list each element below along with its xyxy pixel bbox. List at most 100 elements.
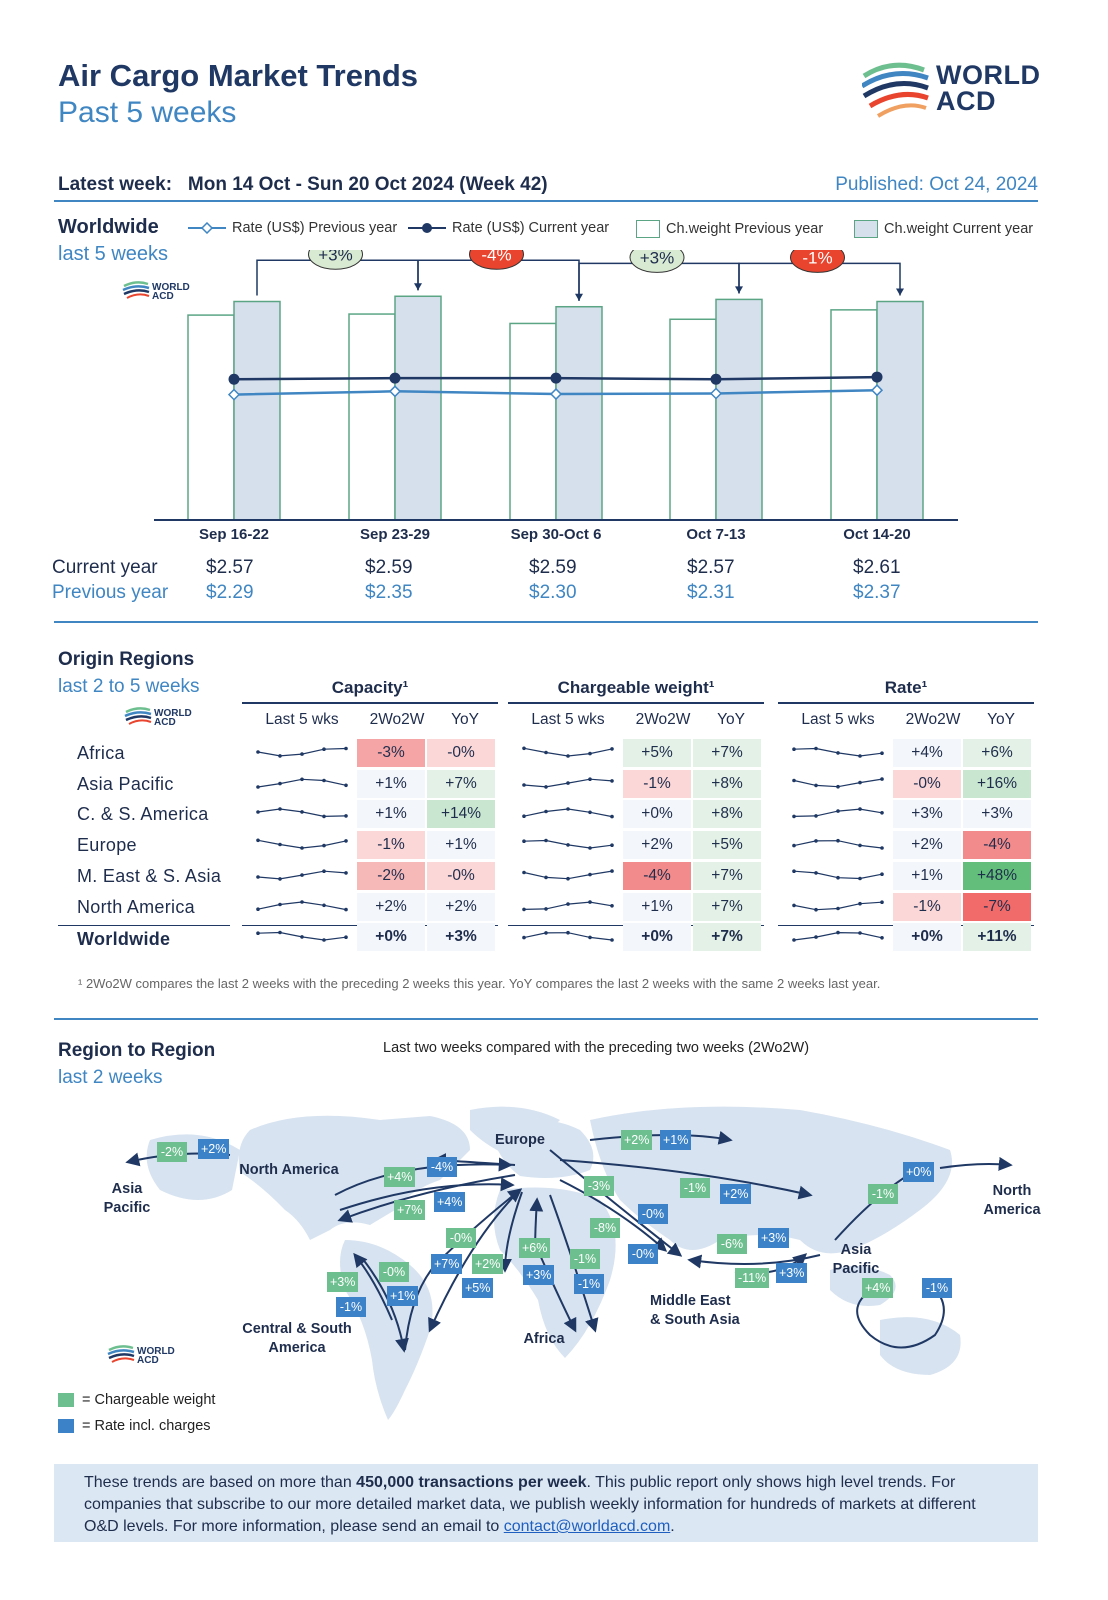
region-title: Region to Region — [58, 1040, 216, 1061]
footer-text-c: . — [670, 1518, 675, 1535]
legend-rate-curr: Rate (US$) Current year — [408, 220, 609, 236]
sparkline — [522, 838, 614, 850]
tag-rate: +0% — [903, 1162, 935, 1182]
rate-current-value: $2.59 — [529, 557, 577, 578]
tag-cw: +2% — [472, 1254, 504, 1274]
change-badge — [629, 250, 685, 273]
bar-chweight-prev — [830, 309, 878, 521]
sparkline — [256, 746, 348, 758]
x-tick-label: Sep 23-29 — [359, 526, 431, 543]
tag-rate: -1% — [336, 1297, 366, 1317]
tag-cw: +7% — [394, 1200, 426, 1220]
cell-cw-yoy: +7% — [693, 861, 761, 890]
tag-rate: +3% — [776, 1263, 808, 1283]
tag-cw: +4% — [862, 1278, 894, 1298]
subhead-0: Last 5 wks — [265, 711, 339, 728]
sparkline — [522, 899, 614, 911]
legend-cw-prev-label: Ch.weight Previous year — [666, 221, 824, 237]
tag-rate: +2% — [720, 1184, 752, 1204]
tag-rate: +1% — [660, 1130, 692, 1150]
rate-curr-point — [550, 372, 562, 384]
rate-header: Rate¹ — [884, 678, 928, 697]
logo-text-acd: ACD — [936, 86, 996, 116]
cell-cw-2wo2w: -1% — [623, 769, 691, 798]
cell-rate-yoy: -4% — [963, 831, 1031, 860]
capacity-header: Capacity¹ — [331, 678, 409, 697]
sparkline — [522, 807, 614, 819]
worldwide-chart: WORLD ACD +3% -4% +3% -1% — [122, 250, 958, 521]
region-name: Worldwide — [77, 929, 171, 950]
legend-cw-curr-label: Ch.weight Current year — [884, 221, 1034, 237]
region-name: Asia Pacific — [77, 773, 174, 794]
sparkline — [792, 838, 884, 850]
sparkline — [256, 777, 348, 789]
page-subtitle: Past 5 weeks — [58, 96, 237, 129]
tag-cw: -8% — [590, 1218, 620, 1238]
cell-cap-yoy: +1% — [427, 831, 495, 860]
region-name: M. East & S. Asia — [77, 865, 222, 886]
cell-rate-yoy: -7% — [963, 892, 1031, 921]
region-name: C. & S. America — [77, 804, 209, 825]
published-date: Published: Oct 24, 2024 — [835, 174, 1038, 195]
cell-rate-yoy: +48% — [963, 861, 1031, 890]
rate-prev-point — [870, 384, 884, 397]
subhead-2: YoY — [717, 711, 745, 728]
worldwide-title: Worldwide — [58, 216, 159, 238]
rate-current-value: $2.57 — [206, 557, 254, 578]
cell-cw-2wo2w: +2% — [623, 831, 691, 860]
rate-prev-point — [227, 388, 241, 401]
rate-previous-value: $2.31 — [687, 582, 735, 603]
tag-rate: +4% — [434, 1192, 466, 1212]
subhead-1: 2Wo2W — [905, 711, 961, 728]
cell-cw-yoy: +7% — [693, 923, 761, 952]
cell-cap-yoy: -0% — [427, 739, 495, 767]
change-badge-label: -1% — [802, 250, 832, 267]
current-year-label: Current year — [52, 557, 158, 578]
x-tick-label: Oct 7-13 — [686, 526, 746, 543]
rate-current-value: $2.59 — [365, 557, 413, 578]
cell-rate-2wo2w: +2% — [893, 831, 961, 860]
rate-curr-point — [389, 372, 401, 384]
cell-rate-2wo2w: -1% — [893, 892, 961, 921]
tag-cw: -1% — [680, 1178, 710, 1198]
divider — [54, 621, 1038, 623]
tag-rate: -0% — [638, 1204, 668, 1224]
tag-cw: -11% — [735, 1268, 770, 1288]
tag-cw: +3% — [327, 1272, 359, 1292]
change-badge — [469, 250, 524, 270]
sparkline — [792, 807, 884, 819]
cell-rate-2wo2w: +4% — [893, 739, 961, 767]
label-europe: Europe — [495, 1132, 545, 1148]
tag-rate: -0% — [628, 1244, 658, 1264]
cell-rate-2wo2w: +3% — [893, 800, 961, 829]
cell-cap-yoy: +2% — [427, 892, 495, 921]
cell-cw-2wo2w: +0% — [623, 923, 691, 952]
tag-rate: -1% — [574, 1274, 604, 1294]
origin-subtitle: last 2 to 5 weeks — [58, 676, 200, 697]
contact-email-link[interactable]: contact@worldacd.com — [503, 1518, 671, 1535]
tag-cw: -6% — [717, 1234, 747, 1254]
x-tick-label: Sep 16-22 — [198, 526, 270, 543]
cell-rate-2wo2w: +1% — [893, 861, 961, 890]
subhead-0: Last 5 wks — [801, 711, 875, 728]
rate-curr-point — [710, 373, 722, 385]
bar-chweight-prev — [187, 314, 235, 521]
logo-swoosh-icon — [860, 62, 929, 118]
subhead-0: Last 5 wks — [531, 711, 605, 728]
cell-cap-2wo2w: +1% — [357, 769, 425, 798]
rate-previous-value: $2.29 — [206, 582, 254, 603]
bar-chweight-curr — [233, 300, 281, 521]
cell-cw-2wo2w: +0% — [623, 800, 691, 829]
rate-previous-value: $2.30 — [529, 582, 577, 603]
worldacd-logo: WORLD ACD — [860, 56, 1042, 126]
cell-cw-2wo2w: +1% — [623, 892, 691, 921]
cell-rate-yoy: +16% — [963, 769, 1031, 798]
cell-cap-yoy: -0% — [427, 861, 495, 890]
divider — [54, 200, 1038, 202]
rate-current-value: $2.57 — [687, 557, 735, 578]
cell-cw-yoy: +7% — [693, 739, 761, 767]
tag-rate: +3% — [758, 1228, 790, 1248]
cell-cw-yoy: +8% — [693, 800, 761, 829]
svg-text:WORLD: WORLD — [152, 282, 190, 293]
change-badge — [790, 250, 845, 273]
